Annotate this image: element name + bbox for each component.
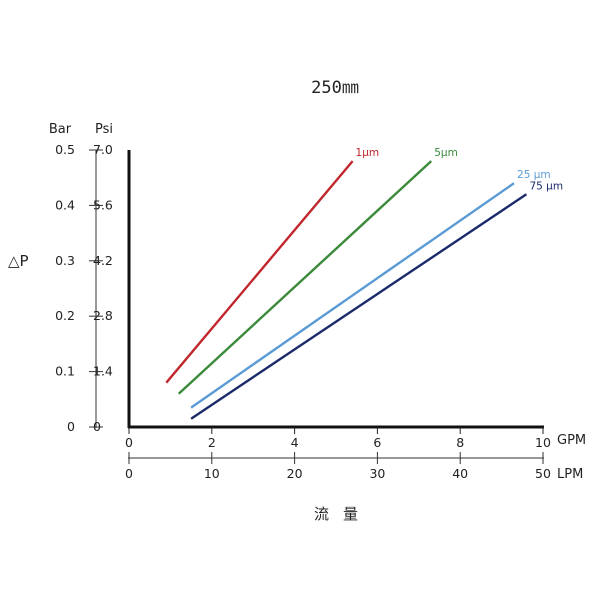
y-tick-label-psi: 1.4 (93, 364, 113, 379)
y-axis-psi-unit: Psi (95, 122, 113, 137)
y-tick-label-psi: 2.8 (93, 308, 113, 323)
series-label: 25 μm (517, 169, 551, 181)
y-tick-label-bar: 0.4 (55, 197, 75, 212)
x-tick-label-gpm: 8 (456, 435, 464, 450)
series-label: 1μm (356, 147, 380, 159)
y-axis-bar-unit: Bar (49, 122, 72, 137)
x-tick-label-lpm: 40 (452, 466, 468, 481)
series-label: 75 μm (529, 180, 563, 192)
y-tick-label-psi: 5.6 (93, 197, 113, 212)
x-tick-label-lpm: 20 (287, 466, 303, 481)
x-tick-label-lpm: 50 (535, 466, 551, 481)
y-tick-label-bar: 0.1 (55, 364, 75, 379)
series-line (165, 160, 354, 384)
y-tick-label-bar: 0 (67, 419, 75, 434)
x-tick-label-gpm: 0 (125, 435, 133, 450)
y-tick-label-bar: 0.2 (55, 308, 75, 323)
series-line (190, 193, 528, 420)
x-tick-label-gpm: 2 (208, 435, 216, 450)
y-axis-label: △P (8, 252, 29, 270)
y-tick-label-bar: 0.5 (55, 142, 75, 157)
x-axis-lpm-unit: LPM (557, 467, 583, 482)
x-tick-label-lpm: 30 (369, 466, 385, 481)
ticks-layer: 0 0 0.1 1.4 0.2 2.8 0.3 4.2 0.4 5.6 0.5 7.0 0 2 4 6 8 10 0… (55, 142, 551, 481)
x-tick-label-gpm: 6 (373, 435, 381, 450)
y-tick-label-psi: 0 (93, 419, 101, 434)
x-axis-label: 流量 (314, 505, 372, 523)
y-tick-label-bar: 0.3 (55, 253, 75, 268)
x-tick-label-gpm: 4 (291, 435, 299, 450)
x-tick-label-gpm: 10 (535, 435, 551, 450)
series-line (190, 182, 515, 409)
x-tick-label-lpm: 10 (204, 466, 220, 481)
x-tick-label-lpm: 0 (125, 466, 133, 481)
series-label: 5μm (434, 147, 458, 159)
chart-title: 250㎜ (311, 78, 359, 98)
series-line (177, 160, 433, 395)
y-tick-label-psi: 7.0 (93, 142, 113, 157)
y-tick-label-psi: 4.2 (93, 253, 113, 268)
x-axis-gpm-unit: GPM (557, 433, 586, 448)
